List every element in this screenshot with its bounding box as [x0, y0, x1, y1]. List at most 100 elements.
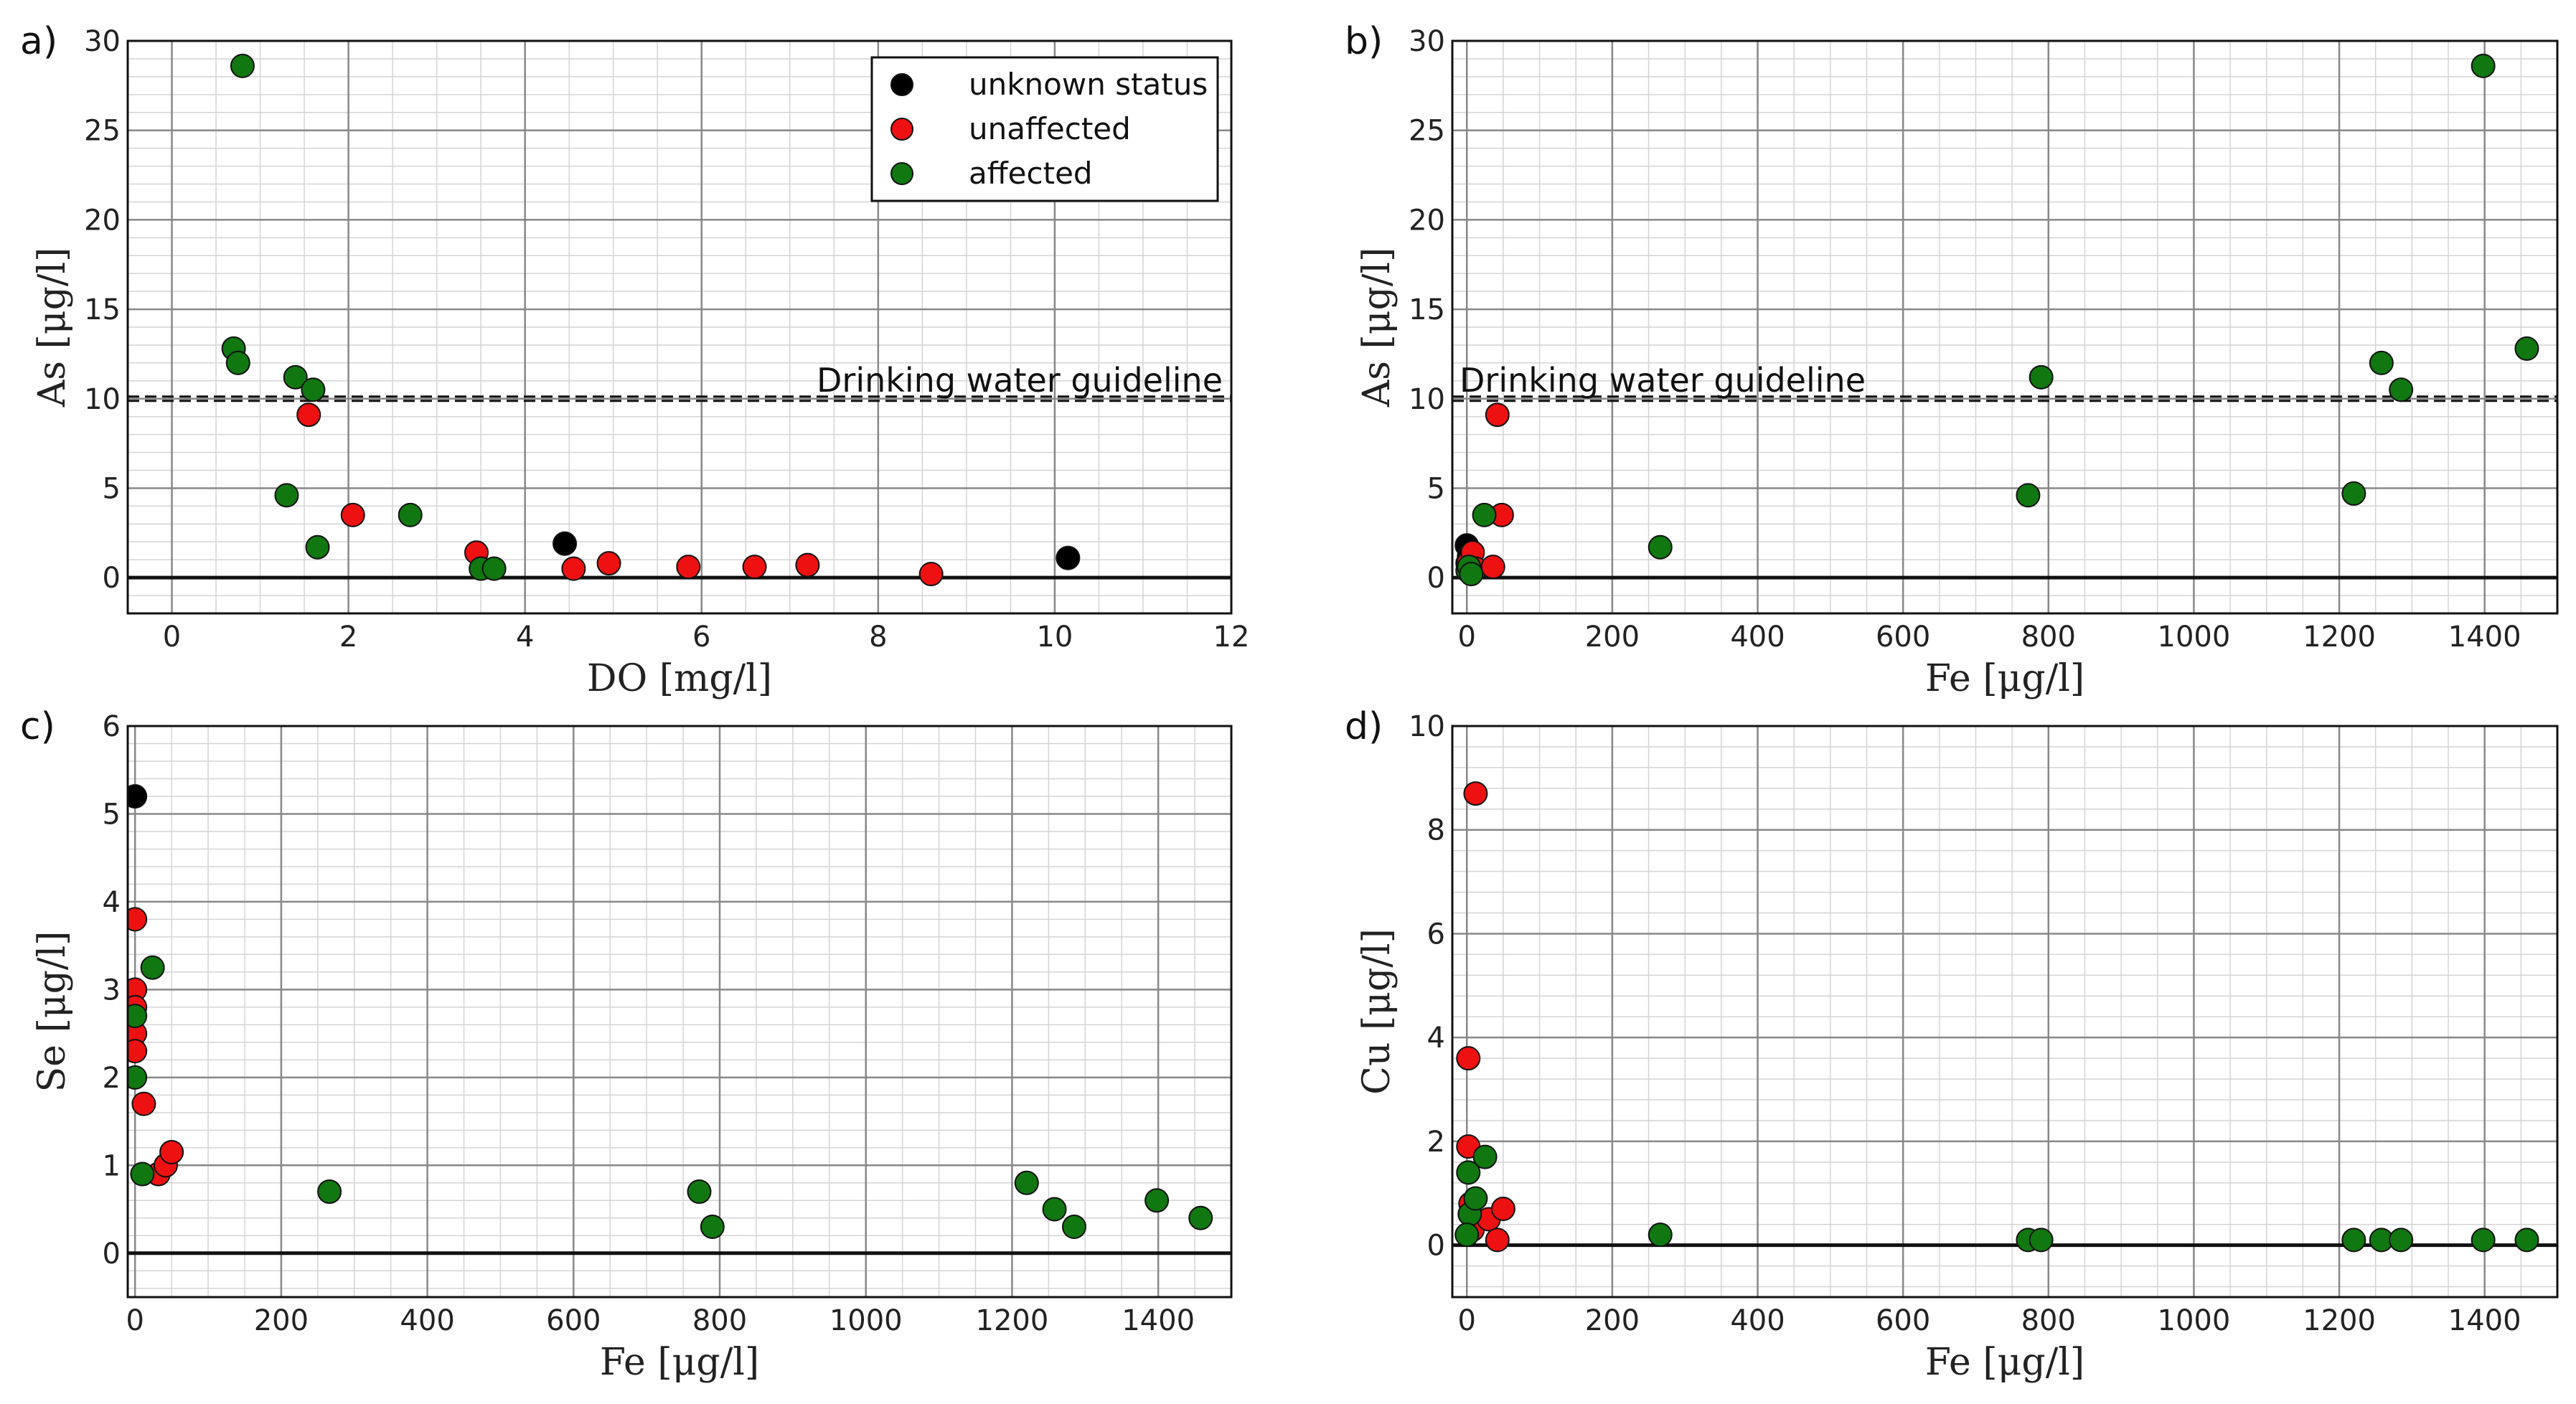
- point-unaffected: [561, 556, 586, 581]
- point-affected: [301, 377, 326, 402]
- y-tick-label: 20: [84, 204, 121, 237]
- point-unaffected: [128, 907, 148, 932]
- point-unaffected: [1480, 555, 1505, 580]
- point-unaffected: [596, 551, 621, 576]
- x-tick-label: 1400: [1122, 1304, 1195, 1337]
- point-affected: [2369, 350, 2394, 375]
- point-affected: [398, 502, 423, 527]
- x-tick-label: 1200: [2303, 621, 2376, 654]
- panel-d: 0 200 400 600 800 1000 1200 1400 0 2 4 6 8 10 Fe [μg/l…: [1345, 705, 2559, 1384]
- y-tick-label: 5: [103, 472, 121, 505]
- point-affected: [1062, 1215, 1087, 1240]
- legend-label-affected: affected: [969, 156, 1093, 191]
- x-tick-label: 600: [1876, 1304, 1930, 1337]
- point-affected: [1463, 1186, 1488, 1211]
- x-tick-label: 400: [1730, 1304, 1785, 1337]
- legend-marker-affected: [890, 162, 913, 185]
- x-tick-label: 1200: [976, 1304, 1049, 1337]
- plot-frame: [1451, 39, 2559, 615]
- point-affected: [2514, 1228, 2539, 1253]
- x-tick-label: 4: [516, 621, 534, 654]
- point-affected: [2016, 483, 2041, 508]
- y-tick-label: 30: [1409, 25, 1445, 58]
- y-tick-label: 3: [103, 974, 121, 1007]
- point-affected: [1042, 1197, 1067, 1222]
- x-tick-label: 400: [1730, 621, 1785, 654]
- y-tick-label: 10: [84, 383, 121, 416]
- y-tick-label: 10: [1409, 383, 1445, 416]
- minor-grid: [1452, 40, 2558, 614]
- point-affected: [700, 1215, 725, 1240]
- point-unaffected: [742, 555, 767, 580]
- x-tick-label: 12: [1213, 621, 1250, 654]
- y-tick-label: 2: [1427, 1126, 1445, 1159]
- point-unaffected: [1485, 402, 1510, 428]
- minor-grid: [1452, 725, 2558, 1297]
- y-tick-label: 0: [1427, 562, 1445, 595]
- point-affected: [1472, 1144, 1498, 1169]
- y-tick-label: 5: [1427, 472, 1445, 505]
- x-tick-label: 800: [2021, 621, 2076, 654]
- point-unaffected: [340, 502, 365, 527]
- point-affected: [1472, 502, 1497, 527]
- y-tick-label: 0: [103, 1238, 121, 1271]
- point-unknown: [1056, 545, 1081, 570]
- x-tick-label: 600: [1876, 621, 1930, 654]
- y-tick-label: 6: [1427, 918, 1445, 951]
- y-tick-label: 25: [84, 115, 121, 148]
- x-tick-label: 0: [1458, 621, 1476, 654]
- x-tick-label: 8: [869, 621, 887, 654]
- x-tick-label: 1000: [2158, 621, 2231, 654]
- x-tick-label: 1200: [2303, 1304, 2376, 1337]
- x-tick-label: 200: [1585, 1304, 1640, 1337]
- x-axis-label: Fe [μg/l]: [600, 1341, 759, 1384]
- point-affected: [128, 1004, 148, 1029]
- y-tick-label: 6: [103, 710, 121, 743]
- legend-marker-unknown: [890, 73, 913, 96]
- point-affected: [1014, 1170, 1039, 1195]
- x-axis-label: Fe [μg/l]: [1925, 1341, 2084, 1384]
- point-affected: [1454, 1222, 1480, 1248]
- x-tick-label: 0: [126, 1304, 144, 1337]
- x-tick-label: 800: [2021, 1304, 2076, 1337]
- y-tick-label: 2: [103, 1062, 121, 1095]
- point-affected: [481, 556, 507, 581]
- point-affected: [2389, 377, 2414, 402]
- x-tick-label: 400: [400, 1304, 454, 1337]
- x-tick-label: 10: [1036, 621, 1073, 654]
- y-tick-label: 10: [1409, 710, 1445, 743]
- panel-a: Drinking water guideline 0 2 4 6 8 10 12 0 5 10 15 2…: [20, 20, 1249, 700]
- y-tick-label: 0: [1427, 1230, 1445, 1263]
- x-tick-label: 1400: [2448, 1304, 2521, 1337]
- plot-frame: [1451, 725, 2559, 1299]
- x-tick-label: 200: [1585, 621, 1640, 654]
- x-tick-label: 1000: [829, 1304, 903, 1337]
- point-unaffected: [795, 552, 820, 578]
- y-tick-label: 15: [84, 293, 121, 326]
- x-tick-label: 600: [546, 1304, 601, 1337]
- x-tick-label: 1000: [2158, 1304, 2231, 1337]
- point-affected: [283, 364, 308, 390]
- point-affected: [2341, 481, 2366, 506]
- y-tick-label: 20: [1409, 204, 1445, 237]
- legend: unknown status unaffected affected: [870, 56, 1219, 202]
- point-affected: [2514, 336, 2539, 361]
- x-axis-label: DO [mg/l]: [587, 657, 772, 700]
- point-affected: [305, 534, 330, 560]
- x-tick-label: 2: [339, 621, 357, 654]
- point-affected: [317, 1179, 342, 1205]
- data-points: [1454, 53, 2539, 587]
- point-affected: [128, 1065, 148, 1090]
- x-tick-label: 6: [692, 621, 710, 654]
- point-affected: [1188, 1205, 1213, 1230]
- panel-label: d): [1345, 705, 1383, 748]
- x-tick-label: 200: [254, 1304, 309, 1337]
- panel-label: b): [1345, 20, 1383, 63]
- panel-c: 0 200 400 600 800 1000 1200 1400 0 1 2 3 4 5 6 Fe [μg/l…: [20, 705, 1233, 1384]
- x-tick-label: 0: [163, 621, 181, 654]
- y-tick-label: 8: [1427, 814, 1445, 847]
- y-tick-label: 1: [103, 1149, 121, 1182]
- y-tick-label: 5: [103, 798, 121, 831]
